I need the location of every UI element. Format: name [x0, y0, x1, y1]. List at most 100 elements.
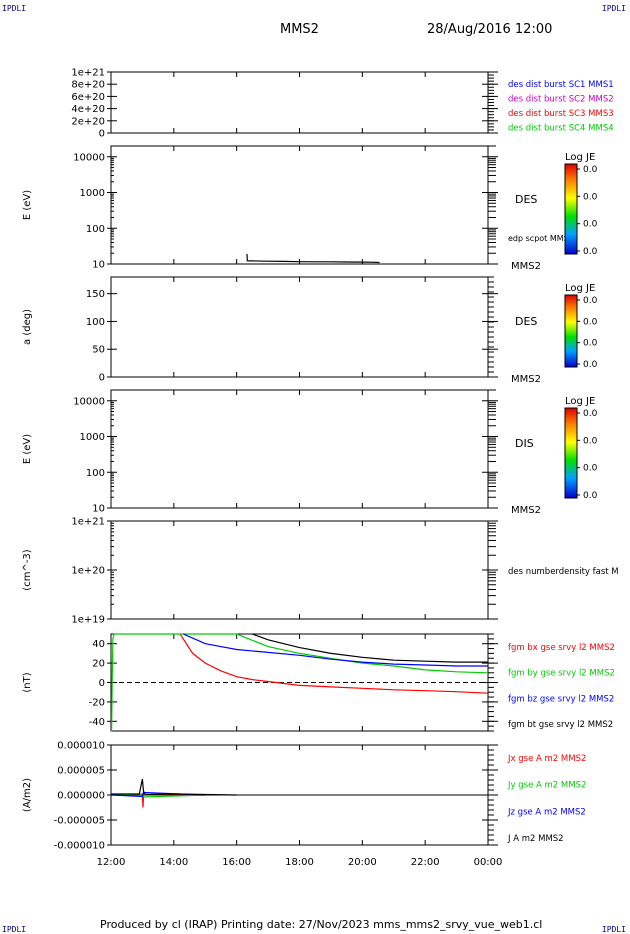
panel-2-ytick-label: 100	[86, 224, 105, 235]
x-axis-tick-label: 20:00	[348, 857, 377, 868]
panel-6-ytick-label: 20	[92, 659, 105, 670]
panel-3-instrument-label: DES	[515, 315, 537, 328]
panel-1-ytick-label: 1e+21	[71, 68, 105, 79]
panel-4-ytick-label: 10	[92, 504, 105, 515]
panel-3-colorbar-tick-label: 0.0	[583, 360, 598, 370]
panel-2-colorbar-tick-label: 0.0	[583, 247, 598, 257]
panel-2-ytick-label: 1000	[80, 188, 105, 199]
panel-3-colorbar-tick-label: 0.0	[583, 339, 598, 349]
panel-6-series-4	[252, 633, 488, 663]
panel-7-series-4	[111, 778, 237, 796]
panel-1-legend-entry: des dist burst SC4 MMS4	[508, 124, 614, 134]
panel-7-ytick-label: 0.000010	[57, 741, 105, 752]
panel-2-overlay-label: edp scpot MMS2	[508, 234, 574, 243]
panel-2-colorbar-tick-label: 0.0	[583, 192, 598, 202]
corner-label-top-left: IPDLI	[2, 4, 27, 13]
panel-5-ytick-label: 1e+20	[71, 566, 105, 577]
panel-3-colorbar-tick-label: 0.0	[583, 296, 598, 306]
x-axis-tick-label: 00:00	[474, 857, 503, 868]
panel-6-ylabel: (nT)	[22, 672, 33, 692]
panel-4-spacecraft-label: MMS2	[511, 505, 541, 516]
panel-7-ylabel: (A/m2)	[22, 778, 33, 812]
panel-3-colorbar	[564, 294, 578, 368]
panel-6-series-2	[111, 633, 489, 732]
panel-6-legend-entry: fgm by gse srvy l2 MMS2	[508, 669, 615, 679]
panel-2-instrument-label: DES	[515, 193, 537, 206]
panel-1-legend-entry: des dist burst SC1 MMS1	[508, 80, 614, 90]
panel-4-colorbar-tick-label: 0.0	[583, 409, 598, 419]
panel-4-colorbar-tick-label: 0.0	[583, 491, 598, 501]
panel-6-legend-entry: fgm bx gse srvy l2 MMS2	[508, 643, 615, 653]
x-axis-tick-label: 22:00	[411, 857, 440, 868]
panel-5-ytick-label: 1e+21	[71, 517, 105, 528]
panel-6-ytick-label: -40	[89, 717, 105, 728]
panel-5-ytick-label: 1e+19	[71, 615, 105, 626]
panel-6-series-1	[179, 633, 489, 694]
panel-7-ytick-label: 0.000005	[57, 766, 105, 777]
panel-1-ytick-label: 2e+20	[71, 116, 105, 127]
panel-2-spacecraft-label: MMS2	[511, 261, 541, 272]
panel-2-ytick-label: 10	[92, 260, 105, 271]
panel-1-legend-entry: des dist burst SC2 MMS2	[508, 95, 614, 105]
panel-3-ytick-label: 50	[92, 345, 105, 356]
panel-2-frame	[110, 145, 489, 265]
panel-2-overlay-series	[246, 253, 380, 264]
panel-1-ytick-label: 8e+20	[71, 80, 105, 91]
panel-4-colorbar-tick-label: 0.0	[583, 464, 598, 474]
panel-3-ytick-label: 100	[86, 317, 105, 328]
panel-3-ylabel: a (deg)	[22, 309, 33, 345]
panel-4-frame	[110, 389, 489, 509]
panel-7-ytick-label: 0.000000	[57, 791, 105, 802]
panel-1-ytick-label: 4e+20	[71, 104, 105, 115]
panel-1-legend-entry: des dist burst SC3 MMS3	[508, 109, 614, 119]
panel-3-ytick-label: 0	[99, 373, 105, 384]
panel-6-ytick-label: -20	[89, 697, 105, 708]
panel-7-legend-entry: Jy gse A m2 MMS2	[507, 781, 586, 791]
x-axis-tick-label: 18:00	[285, 857, 314, 868]
panel-4-ylabel: E (eV)	[22, 434, 33, 464]
panel-6-legend-entry: fgm bt gse srvy l2 MMS2	[508, 720, 613, 730]
panel-2-ylabel: E (eV)	[22, 190, 33, 220]
panel-3-colorbar-title: Log JE	[565, 283, 595, 294]
panel-5-ylabel: (cm^-3)	[22, 549, 33, 590]
panel-4-ytick-label: 1000	[80, 432, 105, 443]
panel-1-ytick-label: 6e+20	[71, 92, 105, 103]
corner-label-bottom-right: IPDLI	[601, 925, 626, 934]
panel-7-legend-entry: Jx gse A m2 MMS2	[507, 754, 586, 764]
panel-6-ytick-label: 40	[92, 639, 105, 650]
x-axis-tick-label: 14:00	[159, 857, 188, 868]
panel-7-ytick-label: -0.000010	[54, 841, 105, 852]
panel-4-ytick-label: 10000	[73, 396, 105, 407]
panel-4-colorbar-tick-label: 0.0	[583, 436, 598, 446]
x-axis-tick-label: 16:00	[222, 857, 251, 868]
panel-6-ytick-label: 0	[99, 678, 105, 689]
corner-label-top-right: IPDLI	[601, 4, 626, 13]
spacecraft-title: MMS2	[280, 22, 319, 37]
panel-3-frame	[110, 276, 489, 378]
panel-5-frame	[110, 520, 489, 620]
panel-3-colorbar-tick-label: 0.0	[583, 317, 598, 327]
panel-6-series-3	[183, 633, 488, 667]
panel-6-legend-entry: fgm bz gse srvy l2 MMS2	[508, 694, 614, 704]
panel-2-colorbar-title: Log JE	[565, 152, 595, 163]
panel-1-ytick-label: 0	[99, 129, 105, 140]
panel-3-spacecraft-label: MMS2	[511, 374, 541, 385]
panel-4-colorbar	[564, 407, 578, 499]
x-axis-tick-label: 12:00	[97, 857, 126, 868]
panel-7-legend-entry: J A m2 MMS2	[507, 834, 564, 844]
footer-credit: Produced by cl (IRAP) Printing date: 27/…	[100, 918, 543, 931]
panel-2-colorbar-tick-label: 0.0	[583, 220, 598, 230]
panel-4-instrument-label: DIS	[515, 437, 534, 450]
panel-7-legend-entry: Jz gse A m2 MMS2	[507, 807, 586, 817]
panel-2-ytick-label: 10000	[73, 152, 105, 163]
panel-4-ytick-label: 100	[86, 468, 105, 479]
panel-1-frame	[110, 71, 489, 134]
panel-4-colorbar-title: Log JE	[565, 396, 595, 407]
panel-7-ytick-label: -0.000005	[54, 816, 105, 827]
panel-3-ytick-label: 150	[86, 289, 105, 300]
panel-2-colorbar-tick-label: 0.0	[583, 165, 598, 175]
panel-2-colorbar	[564, 163, 578, 255]
date-title: 28/Aug/2016 12:00	[427, 22, 553, 37]
corner-label-bottom-left: IPDLI	[2, 925, 27, 934]
